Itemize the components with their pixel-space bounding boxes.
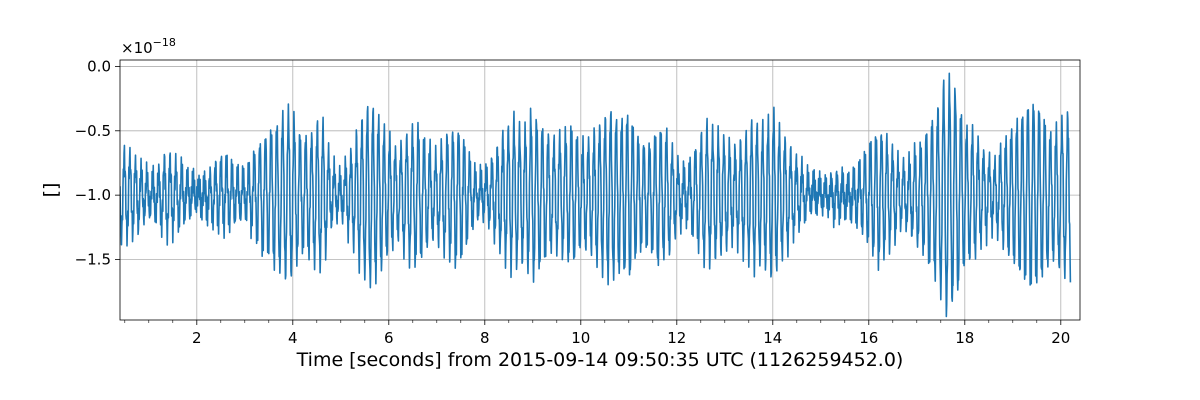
y-axis: 0.0 −0.5 −1.0 −1.5	[75, 57, 120, 269]
x-tick-label: 18	[955, 329, 974, 347]
x-tick-label: 14	[763, 329, 782, 347]
y-tick-label: −0.5	[75, 122, 111, 140]
x-tick-label: 12	[667, 329, 686, 347]
offset-text-base: ×10	[121, 39, 153, 57]
y-tick-label: −1.5	[75, 251, 111, 269]
offset-text-exponent: −18	[153, 36, 176, 49]
x-tick-label: 8	[480, 329, 490, 347]
series-line	[120, 72, 1072, 318]
y-tick-label: −1.0	[75, 186, 111, 204]
plot-area	[120, 72, 1072, 318]
x-axis: 2 4 6 8 10 12 14 16 18 20	[124, 320, 1070, 347]
x-tick-label: 4	[288, 329, 298, 347]
x-tick-label: 2	[192, 329, 202, 347]
x-tick-label: 20	[1051, 329, 1070, 347]
y-axis-label: []	[40, 183, 62, 198]
x-tick-label: 6	[384, 329, 394, 347]
x-axis-label: Time [seconds] from 2015-09-14 09:50:35 …	[296, 349, 904, 371]
y-tick-label: 0.0	[87, 57, 111, 75]
offset-text: ×10−18	[121, 36, 176, 57]
x-tick-label: 10	[571, 329, 590, 347]
axes-frame	[119, 59, 1081, 321]
x-tick-label: 16	[859, 329, 878, 347]
